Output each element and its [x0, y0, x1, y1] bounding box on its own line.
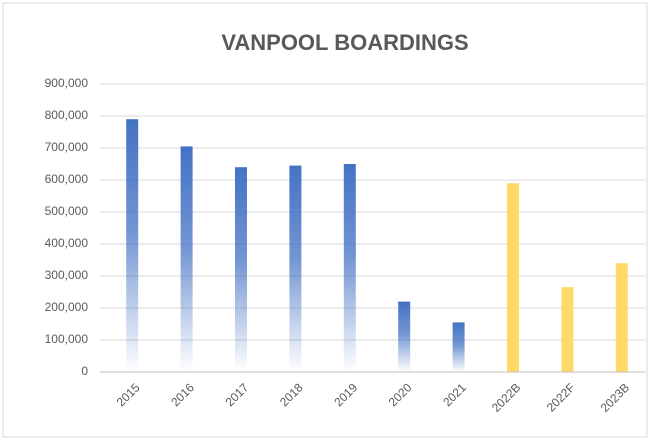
bar — [615, 263, 628, 372]
y-tick-label: 500,000 — [45, 204, 89, 218]
y-tick-label: 800,000 — [45, 108, 89, 122]
bar — [235, 167, 247, 372]
chart-title: VANPOOL BOARDINGS — [221, 30, 468, 55]
bar — [507, 183, 519, 372]
y-tick-label: 600,000 — [45, 172, 89, 186]
bar — [126, 119, 139, 372]
bar — [289, 165, 302, 372]
bar — [180, 146, 193, 372]
bar — [343, 164, 356, 372]
bar — [561, 287, 574, 372]
y-tick-label: 400,000 — [45, 236, 89, 250]
y-tick-label: 900,000 — [45, 76, 89, 90]
y-tick-label: 300,000 — [45, 268, 89, 282]
bar — [452, 322, 465, 372]
y-tick-label: 200,000 — [45, 300, 89, 314]
y-tick-label: 0 — [81, 364, 88, 378]
y-tick-label: 100,000 — [45, 332, 89, 346]
y-tick-label: 700,000 — [45, 140, 89, 154]
bar — [398, 301, 411, 372]
